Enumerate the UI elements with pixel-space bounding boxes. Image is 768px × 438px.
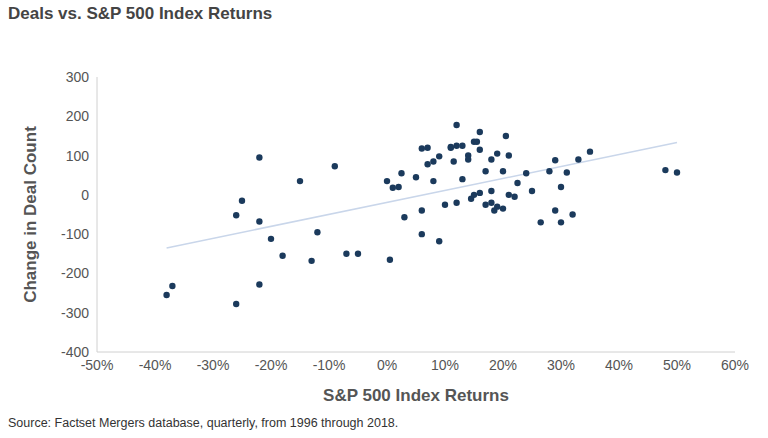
html-text:Deals vs. S&P 500 Index Return: Deals vs. S&P 500 Index Returns — [8, 4, 273, 23]
svg-text:100: 100 — [66, 148, 90, 164]
svg-text:S&P 500 Index Returns: S&P 500 Index Returns — [323, 386, 509, 405]
svg-text:-20%: -20% — [255, 357, 288, 373]
svg-text:-200: -200 — [61, 265, 89, 281]
html-text:Source: Factset Mergers databa: Source: Factset Mergers database, quarte… — [8, 416, 399, 430]
svg-text:-100: -100 — [61, 226, 89, 242]
svg-text:40%: 40% — [605, 357, 633, 373]
svg-text:-300: -300 — [61, 305, 89, 321]
svg-text:-10%: -10% — [313, 357, 346, 373]
svg-text:30%: 30% — [547, 357, 575, 373]
svg-text:-40%: -40% — [139, 357, 172, 373]
svg-text:300: 300 — [66, 69, 90, 85]
svg-text:-30%: -30% — [197, 357, 230, 373]
svg-text:-50%: -50% — [80, 356, 114, 373]
svg-text:0: 0 — [81, 187, 89, 203]
svg-text:200: 200 — [66, 108, 90, 124]
svg-text:Change in Deal Count: Change in Deal Count — [21, 126, 40, 303]
svg-text:0%: 0% — [377, 357, 397, 373]
svg-text:60%: 60% — [721, 357, 749, 373]
svg-text:-400: -400 — [61, 344, 89, 360]
svg-text:50%: 50% — [663, 357, 691, 373]
svg-text:20%: 20% — [489, 357, 517, 373]
svg-text:10%: 10% — [431, 357, 459, 373]
